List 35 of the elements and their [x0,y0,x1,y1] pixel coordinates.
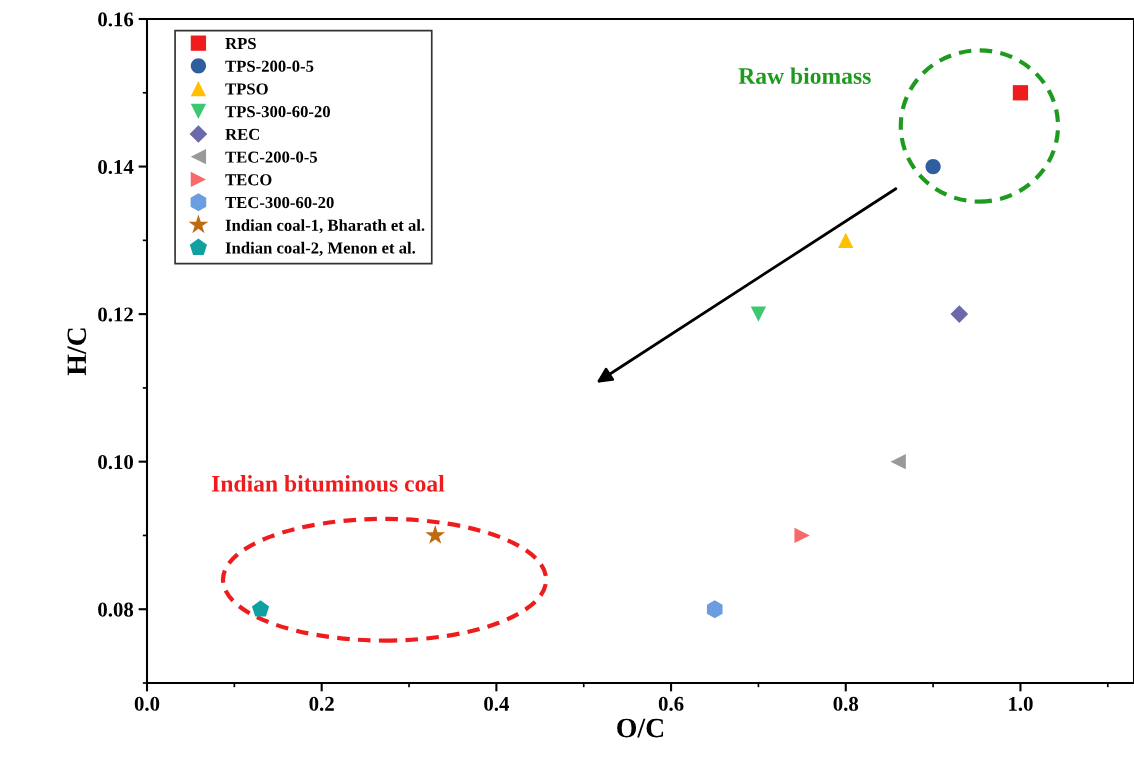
y-tick-label: 0.10 [98,455,134,470]
point [706,600,723,619]
x-tick-label: 0.0 [134,696,160,711]
legend-label: Indian coal-2, Menon et al. [225,241,416,257]
point [890,454,906,470]
legend-label: TPS-300-60-20 [225,106,330,118]
point [838,232,854,248]
x-tick-label: 0.4 [484,696,510,711]
y-tick-label: 0.08 [98,602,134,617]
point [794,527,810,544]
legend-label: TEC-200-0-5 [225,151,318,163]
point [251,600,270,617]
legend-label: REC [225,128,259,141]
x-tick-label: 0.2 [309,696,334,711]
y-axis-title: H/C [67,328,87,376]
point [925,158,941,175]
annotation: Raw biomass [738,67,871,85]
x-tick-label: 1.0 [1009,696,1033,711]
legend-label: TEC-300-60-20 [225,196,334,209]
legend-label: RPS [225,37,256,50]
y-tick-label: 0.14 [98,159,134,175]
legend-label: Indian coal-1, Bharath et al. [225,219,425,234]
point [950,305,969,323]
point [425,525,446,544]
x-axis-title: O/C [617,718,664,738]
annotation: Indian bituminous coal [211,475,445,492]
x-tick-label: 0.8 [833,696,859,711]
legend-label: TPS-200-0-5 [225,60,314,72]
x-tick-label: 0.6 [658,696,684,711]
y-tick-label: 0.12 [98,307,133,322]
point [1012,85,1029,101]
legend-label: TECO [225,174,272,186]
legend-label: TPSO [225,83,268,95]
y-tick-label: 0.16 [98,12,134,27]
point [750,306,767,322]
